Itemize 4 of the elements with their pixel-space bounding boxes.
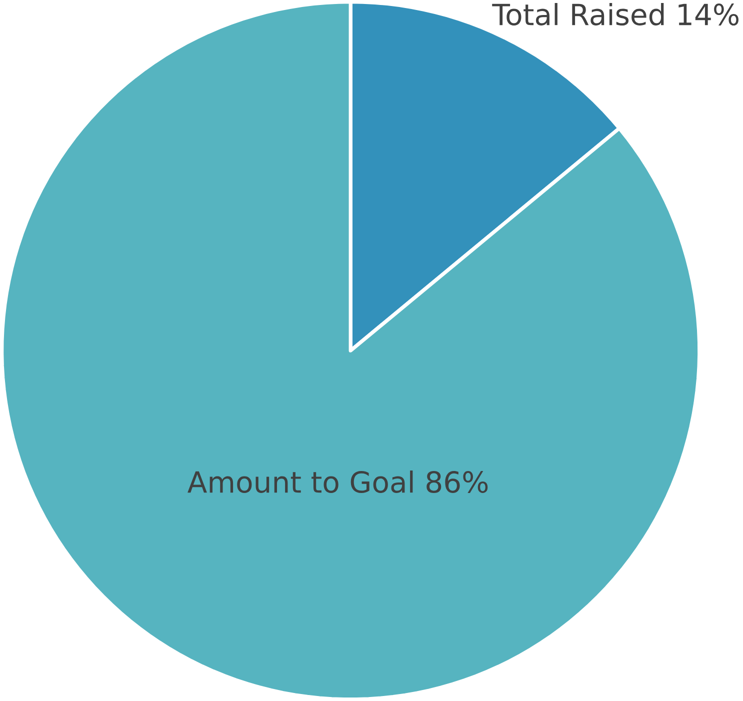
data-label: 86%	[426, 470, 488, 493]
slice-label: Total Raised	[492, 2, 664, 26]
slice-label: Amount to Goal	[188, 470, 413, 493]
data-label: 14%	[678, 3, 738, 26]
